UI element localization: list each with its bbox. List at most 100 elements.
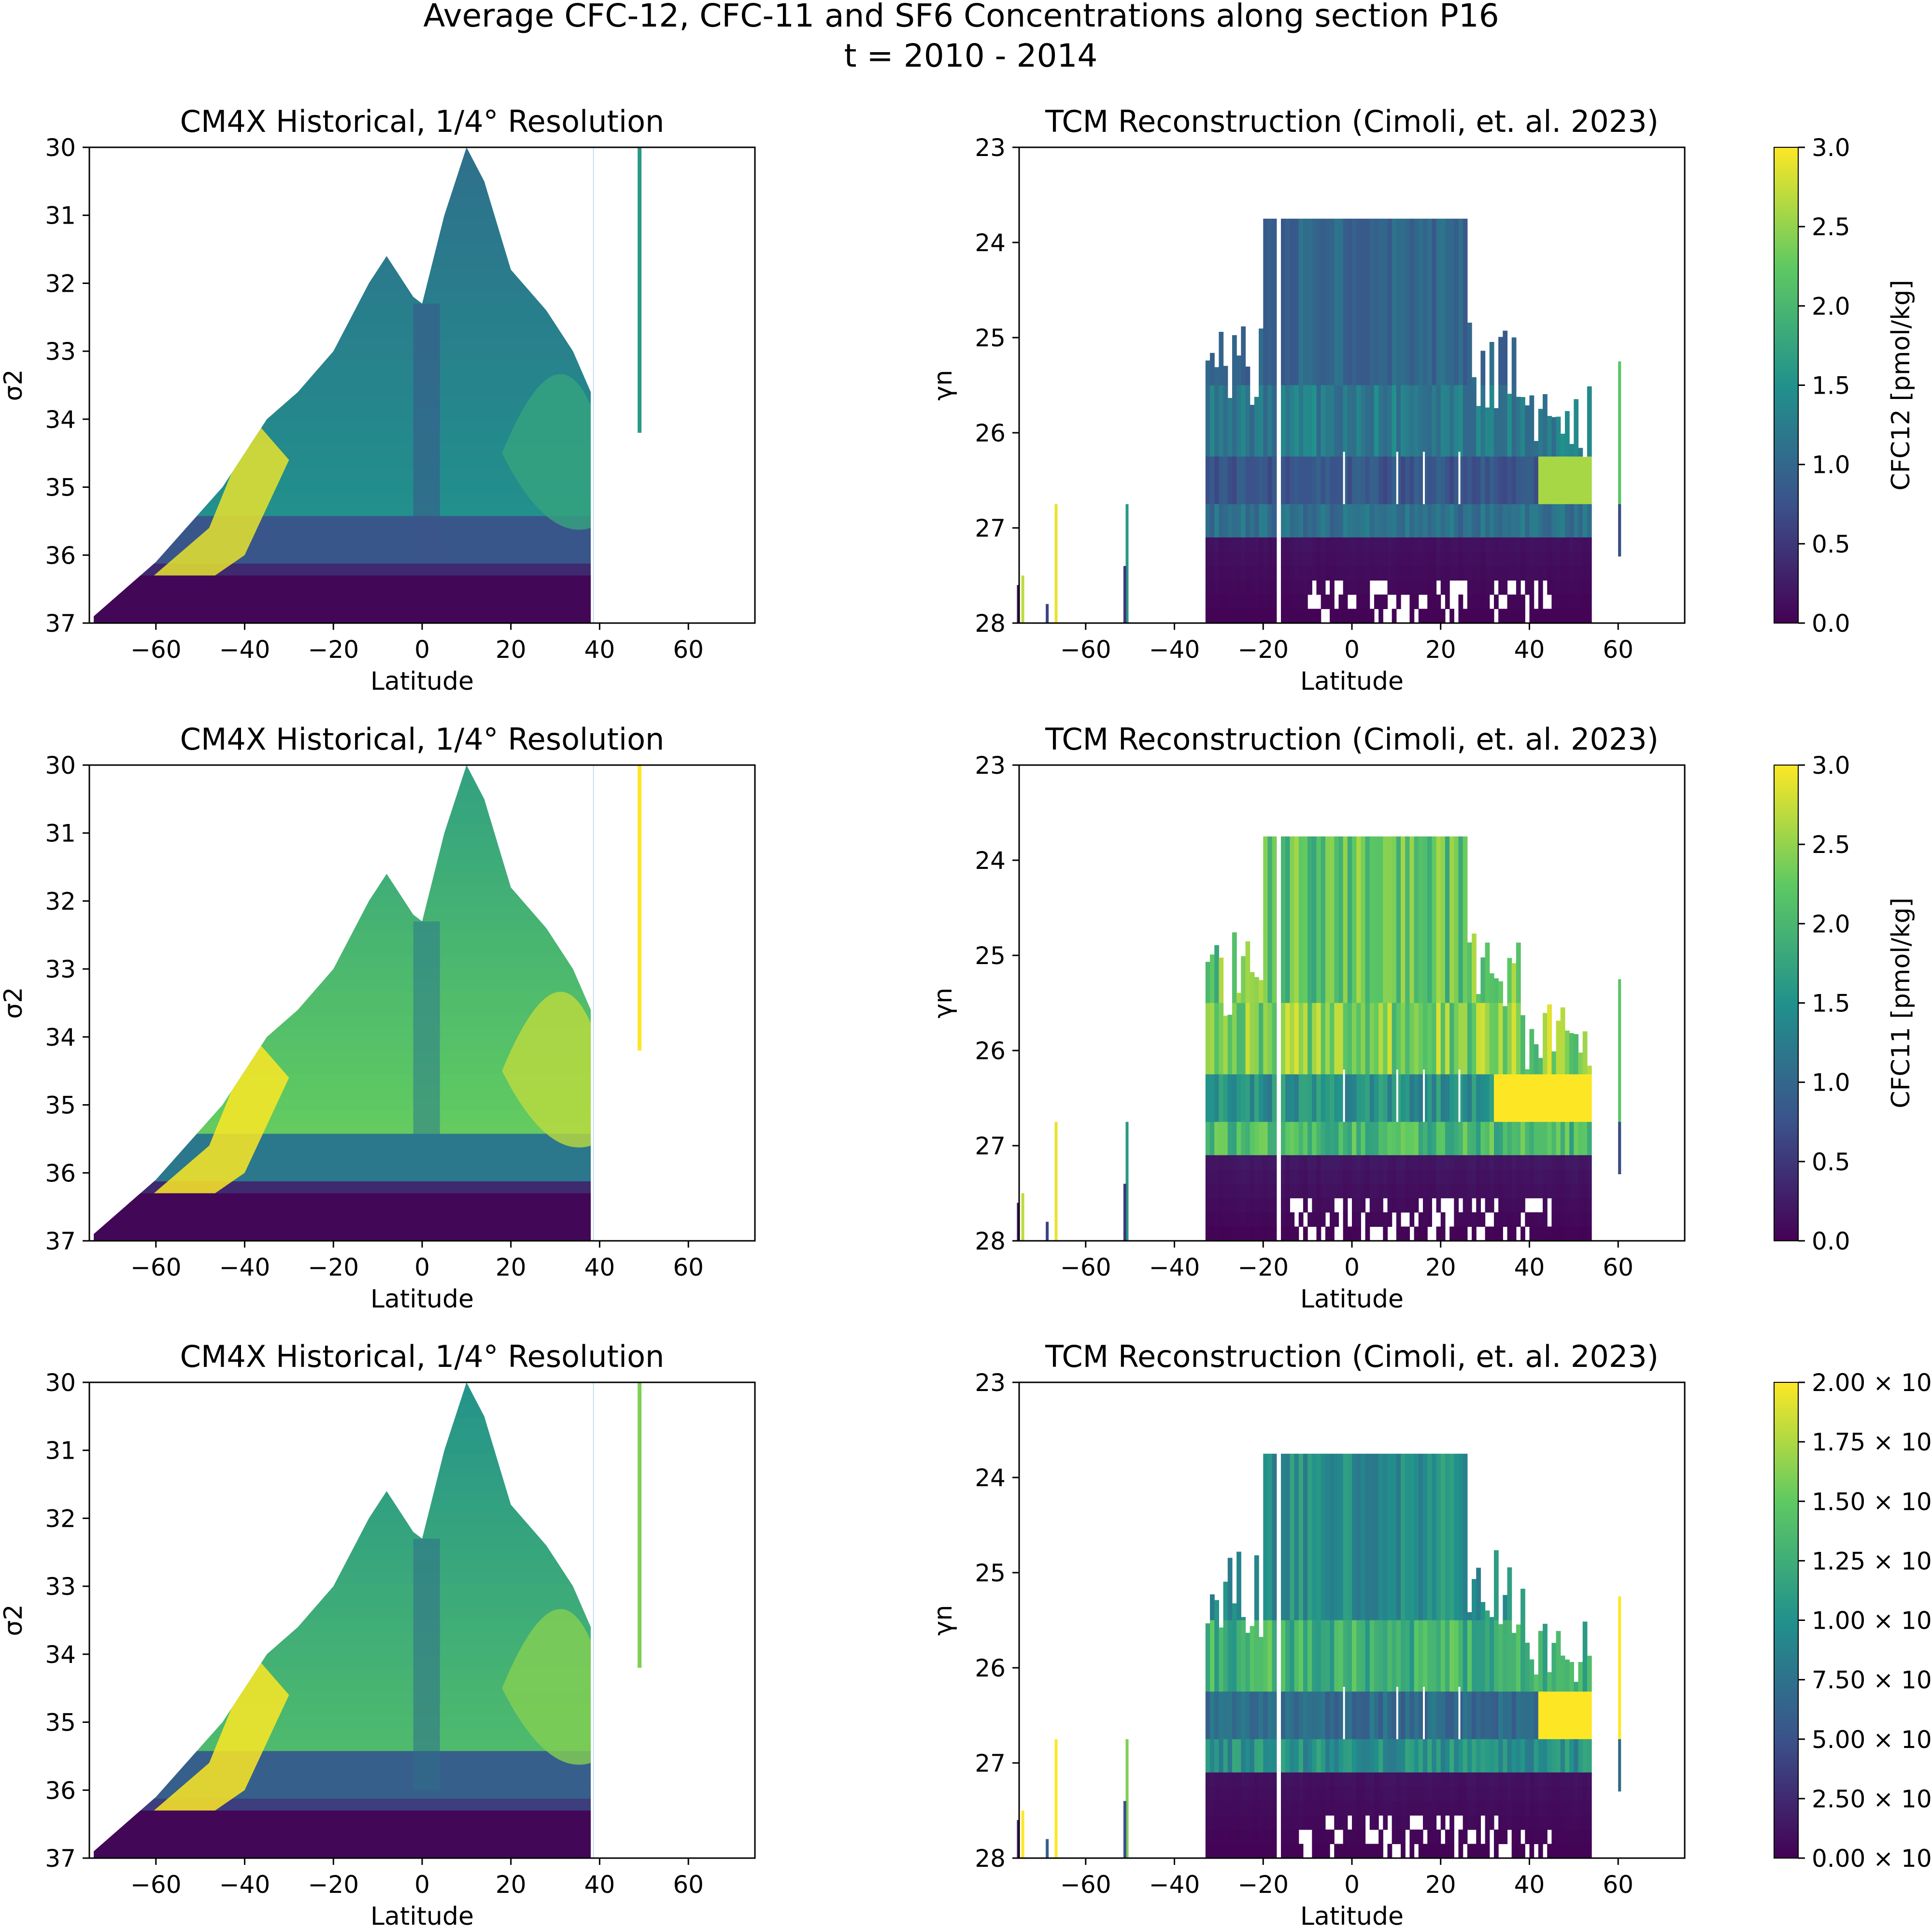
cfc12-obs-cell — [1401, 552, 1406, 567]
cfc11-obs-cell — [1294, 836, 1299, 1004]
cfc11-obs-cell — [1574, 1226, 1579, 1241]
cfc11-obs-cell — [1387, 1074, 1392, 1122]
sf6-obs-cell — [1538, 1801, 1543, 1816]
cfc12-obs-cell — [1560, 580, 1565, 595]
sf6-obs-cell — [1241, 1829, 1246, 1845]
sf6-obs-cell — [1422, 1691, 1428, 1740]
sf6-obs-cell — [1564, 1787, 1570, 1802]
sf6-obs-cell — [1259, 1637, 1264, 1692]
cfc11-obs-cell — [1316, 1122, 1321, 1156]
sf6-obs-cell — [1436, 1787, 1441, 1802]
cfc11-obs-cell — [1241, 1212, 1246, 1227]
cfc11-obs-cell — [1365, 1074, 1370, 1122]
sf6-obs-cell — [1223, 1581, 1228, 1621]
cfc11-obs-cell — [1303, 1226, 1308, 1241]
cfc12-obs-cell — [1458, 218, 1463, 386]
cfc11-obs-cell — [1569, 1122, 1574, 1156]
cfc11-obs-cell — [1507, 1198, 1512, 1213]
cfc12-obs-cell — [1334, 566, 1339, 581]
cfc12-obs-cell — [1525, 456, 1530, 505]
sf6-obs-cell — [1267, 1772, 1273, 1787]
cfc11-obs-cell — [1272, 1155, 1277, 1170]
cfc11-obs-cell — [1365, 1226, 1370, 1241]
cfc12-obs-cell — [1534, 537, 1539, 552]
cfc12-obs-cell — [1551, 456, 1557, 505]
cfc12-obs-cell — [1267, 580, 1273, 595]
cfc12-obs-cell — [1445, 504, 1450, 538]
cfc11-obs-cell — [1325, 1183, 1330, 1198]
cfc11-obs-cell — [1485, 1003, 1490, 1075]
sf6-obs-cell — [1551, 1772, 1557, 1787]
cfc12-obs-cell — [1520, 594, 1525, 610]
cfc11-obs-cell — [1325, 1169, 1330, 1184]
sf6-obs-gap — [1343, 1687, 1345, 1739]
cfc11-obs-cell — [1223, 1183, 1228, 1198]
sf6-obs-cell — [1347, 1844, 1352, 1859]
cfc12-obs-cell — [1378, 218, 1383, 386]
cfc11-obs-cell — [1290, 1122, 1295, 1156]
cfc12-model-thin-line — [593, 147, 594, 623]
cfc12-obs-cell — [1418, 504, 1423, 538]
cfc11-obs-cell — [1409, 1212, 1415, 1227]
sf6-obs-cell — [1281, 1620, 1286, 1692]
cfc12-obs-cell — [1489, 385, 1494, 457]
sf6-obs-cell — [1507, 1815, 1512, 1830]
sf6-obs-cell — [1582, 1772, 1588, 1787]
cfc11-obs-cell — [1294, 1074, 1299, 1122]
cfc12-obs-cell — [1440, 566, 1446, 581]
sf6-obs-cell — [1436, 1739, 1441, 1773]
cfc11-obs-cell — [1427, 1003, 1432, 1075]
cfc12-obs-cell — [1560, 594, 1565, 610]
cfc12-obs-cell — [1254, 397, 1259, 457]
sf6-obs-cell — [1232, 1620, 1237, 1692]
cfc12-obs-cell — [1551, 594, 1557, 610]
sf6-obs-cell — [1347, 1739, 1352, 1773]
cfc12-obs-cell — [1210, 594, 1215, 610]
cfc12-obs-cell — [1529, 594, 1534, 610]
sf6-obs-cell — [1440, 1620, 1446, 1692]
sf6-obs-cell — [1343, 1772, 1348, 1787]
cfc12-obs-cell — [1210, 580, 1215, 595]
cfc12-obs-station-column — [1618, 361, 1621, 557]
cfc11-obs-cell — [1325, 1155, 1330, 1170]
cfc11-obs-cell — [1254, 1155, 1259, 1170]
sf6-obs-cell — [1356, 1844, 1361, 1859]
cfc12-obs-cell — [1569, 456, 1574, 505]
cfc11-obs-cell — [1445, 1074, 1450, 1122]
cfc11-obs-cell — [1449, 1169, 1454, 1184]
cfc11-obs-cell — [1383, 1003, 1388, 1075]
cfc11-obs-cell — [1219, 1183, 1224, 1198]
sf6-obs-cell — [1467, 1801, 1472, 1816]
sf6-obs-cell — [1285, 1787, 1290, 1802]
cfc11-model-layer — [94, 789, 591, 801]
cfc12-obs-cell — [1587, 386, 1592, 457]
sf6-model-layer — [94, 1489, 591, 1502]
cfc11-obs-cell — [1298, 1183, 1304, 1198]
cfc12-model-ytick-label: 32 — [45, 270, 76, 298]
sf6-obs-cell — [1472, 1801, 1477, 1816]
cfc12-obs-cell — [1432, 552, 1437, 567]
cfc11-obs-cell — [1503, 1155, 1508, 1170]
cfc11-obs-cell — [1574, 1074, 1579, 1122]
sf6-obs-cell — [1281, 1772, 1286, 1787]
cfc12-obs-cell — [1409, 218, 1415, 386]
cfc11-colorbar-tick-label: 1.5 — [1812, 990, 1850, 1018]
cfc11-obs-cell — [1298, 1122, 1304, 1156]
cfc11-obs-cell — [1312, 1212, 1317, 1227]
sf6-obs-cell — [1254, 1829, 1259, 1845]
cfc11-obs-station-column — [1618, 979, 1621, 1175]
sf6-obs-cell — [1569, 1815, 1574, 1830]
sf6-obs-cell — [1214, 1801, 1219, 1816]
sf6-obs-cell — [1516, 1691, 1521, 1740]
cfc12-obs-cell — [1334, 552, 1339, 567]
cfc12-obs-cell — [1325, 552, 1330, 567]
cfc12-obs-title: TCM Reconstruction (Cimoli, et. al. 2023… — [1045, 104, 1659, 139]
cfc12-obs-cell — [1361, 218, 1366, 386]
cfc11-obs-cell — [1330, 1155, 1335, 1170]
cfc11-obs-cell — [1254, 1169, 1259, 1184]
cfc11-obs-cell — [1556, 1226, 1561, 1241]
cfc12-obs-cell — [1569, 552, 1574, 567]
sf6-obs-cell — [1582, 1801, 1588, 1816]
sf6-obs-cell — [1476, 1815, 1481, 1830]
sf6-obs-cell — [1347, 1787, 1352, 1802]
